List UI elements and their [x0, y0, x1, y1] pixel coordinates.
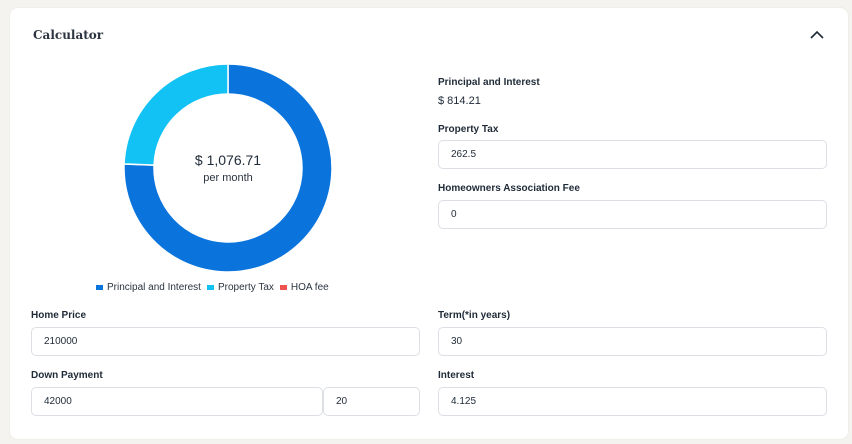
home-price-label: Home Price: [31, 310, 87, 321]
chevron-up-icon[interactable]: [808, 26, 826, 44]
term-input[interactable]: [438, 327, 827, 356]
principal-interest-label: Principal and Interest: [438, 77, 540, 88]
legend-swatch-hoa: [279, 285, 287, 290]
interest-label: Interest: [438, 370, 475, 381]
per-month-label: per month: [203, 172, 253, 184]
term-label: Term(*in years): [438, 310, 511, 321]
legend-item-principal: Principal and Interest: [96, 282, 201, 293]
payment-donut-chart: $ 1,076.71 per month: [123, 63, 333, 273]
legend-swatch-principal: [96, 285, 103, 290]
monthly-total: $ 1,076.71: [194, 152, 262, 168]
property-tax-input[interactable]: [438, 140, 827, 169]
chart-legend: Principal and Interest Property Tax HOA …: [96, 282, 329, 293]
legend-swatch-property-tax: [206, 285, 214, 290]
property-tax-label: Property Tax: [438, 124, 499, 135]
donut-svg: [123, 63, 333, 273]
legend-label-property-tax: Property Tax: [217, 282, 274, 293]
calculator-card: Calculator $ 1,076.71 per month Principa…: [10, 8, 848, 439]
legend-item-hoa: HOA fee: [279, 282, 329, 293]
down-payment-input[interactable]: [31, 387, 323, 416]
home-price-input[interactable]: [31, 327, 420, 356]
legend-label-hoa: HOA fee: [290, 282, 329, 293]
down-payment-percent-input[interactable]: [323, 387, 420, 416]
legend-item-property-tax: Property Tax: [206, 282, 274, 293]
legend-label-principal: Principal and Interest: [107, 282, 201, 293]
hoa-fee-input[interactable]: [438, 200, 827, 229]
donut-slice-property-tax: [123, 63, 229, 166]
donut-center: $ 1,076.71 per month: [124, 64, 332, 272]
card-title: Calculator: [33, 28, 104, 42]
principal-interest-value: $ 814.21: [438, 95, 481, 107]
hoa-fee-label: Homeowners Association Fee: [438, 183, 580, 194]
interest-input[interactable]: [438, 387, 827, 416]
down-payment-label: Down Payment: [31, 370, 103, 381]
donut-slice-principal-and-interest: [123, 63, 333, 273]
